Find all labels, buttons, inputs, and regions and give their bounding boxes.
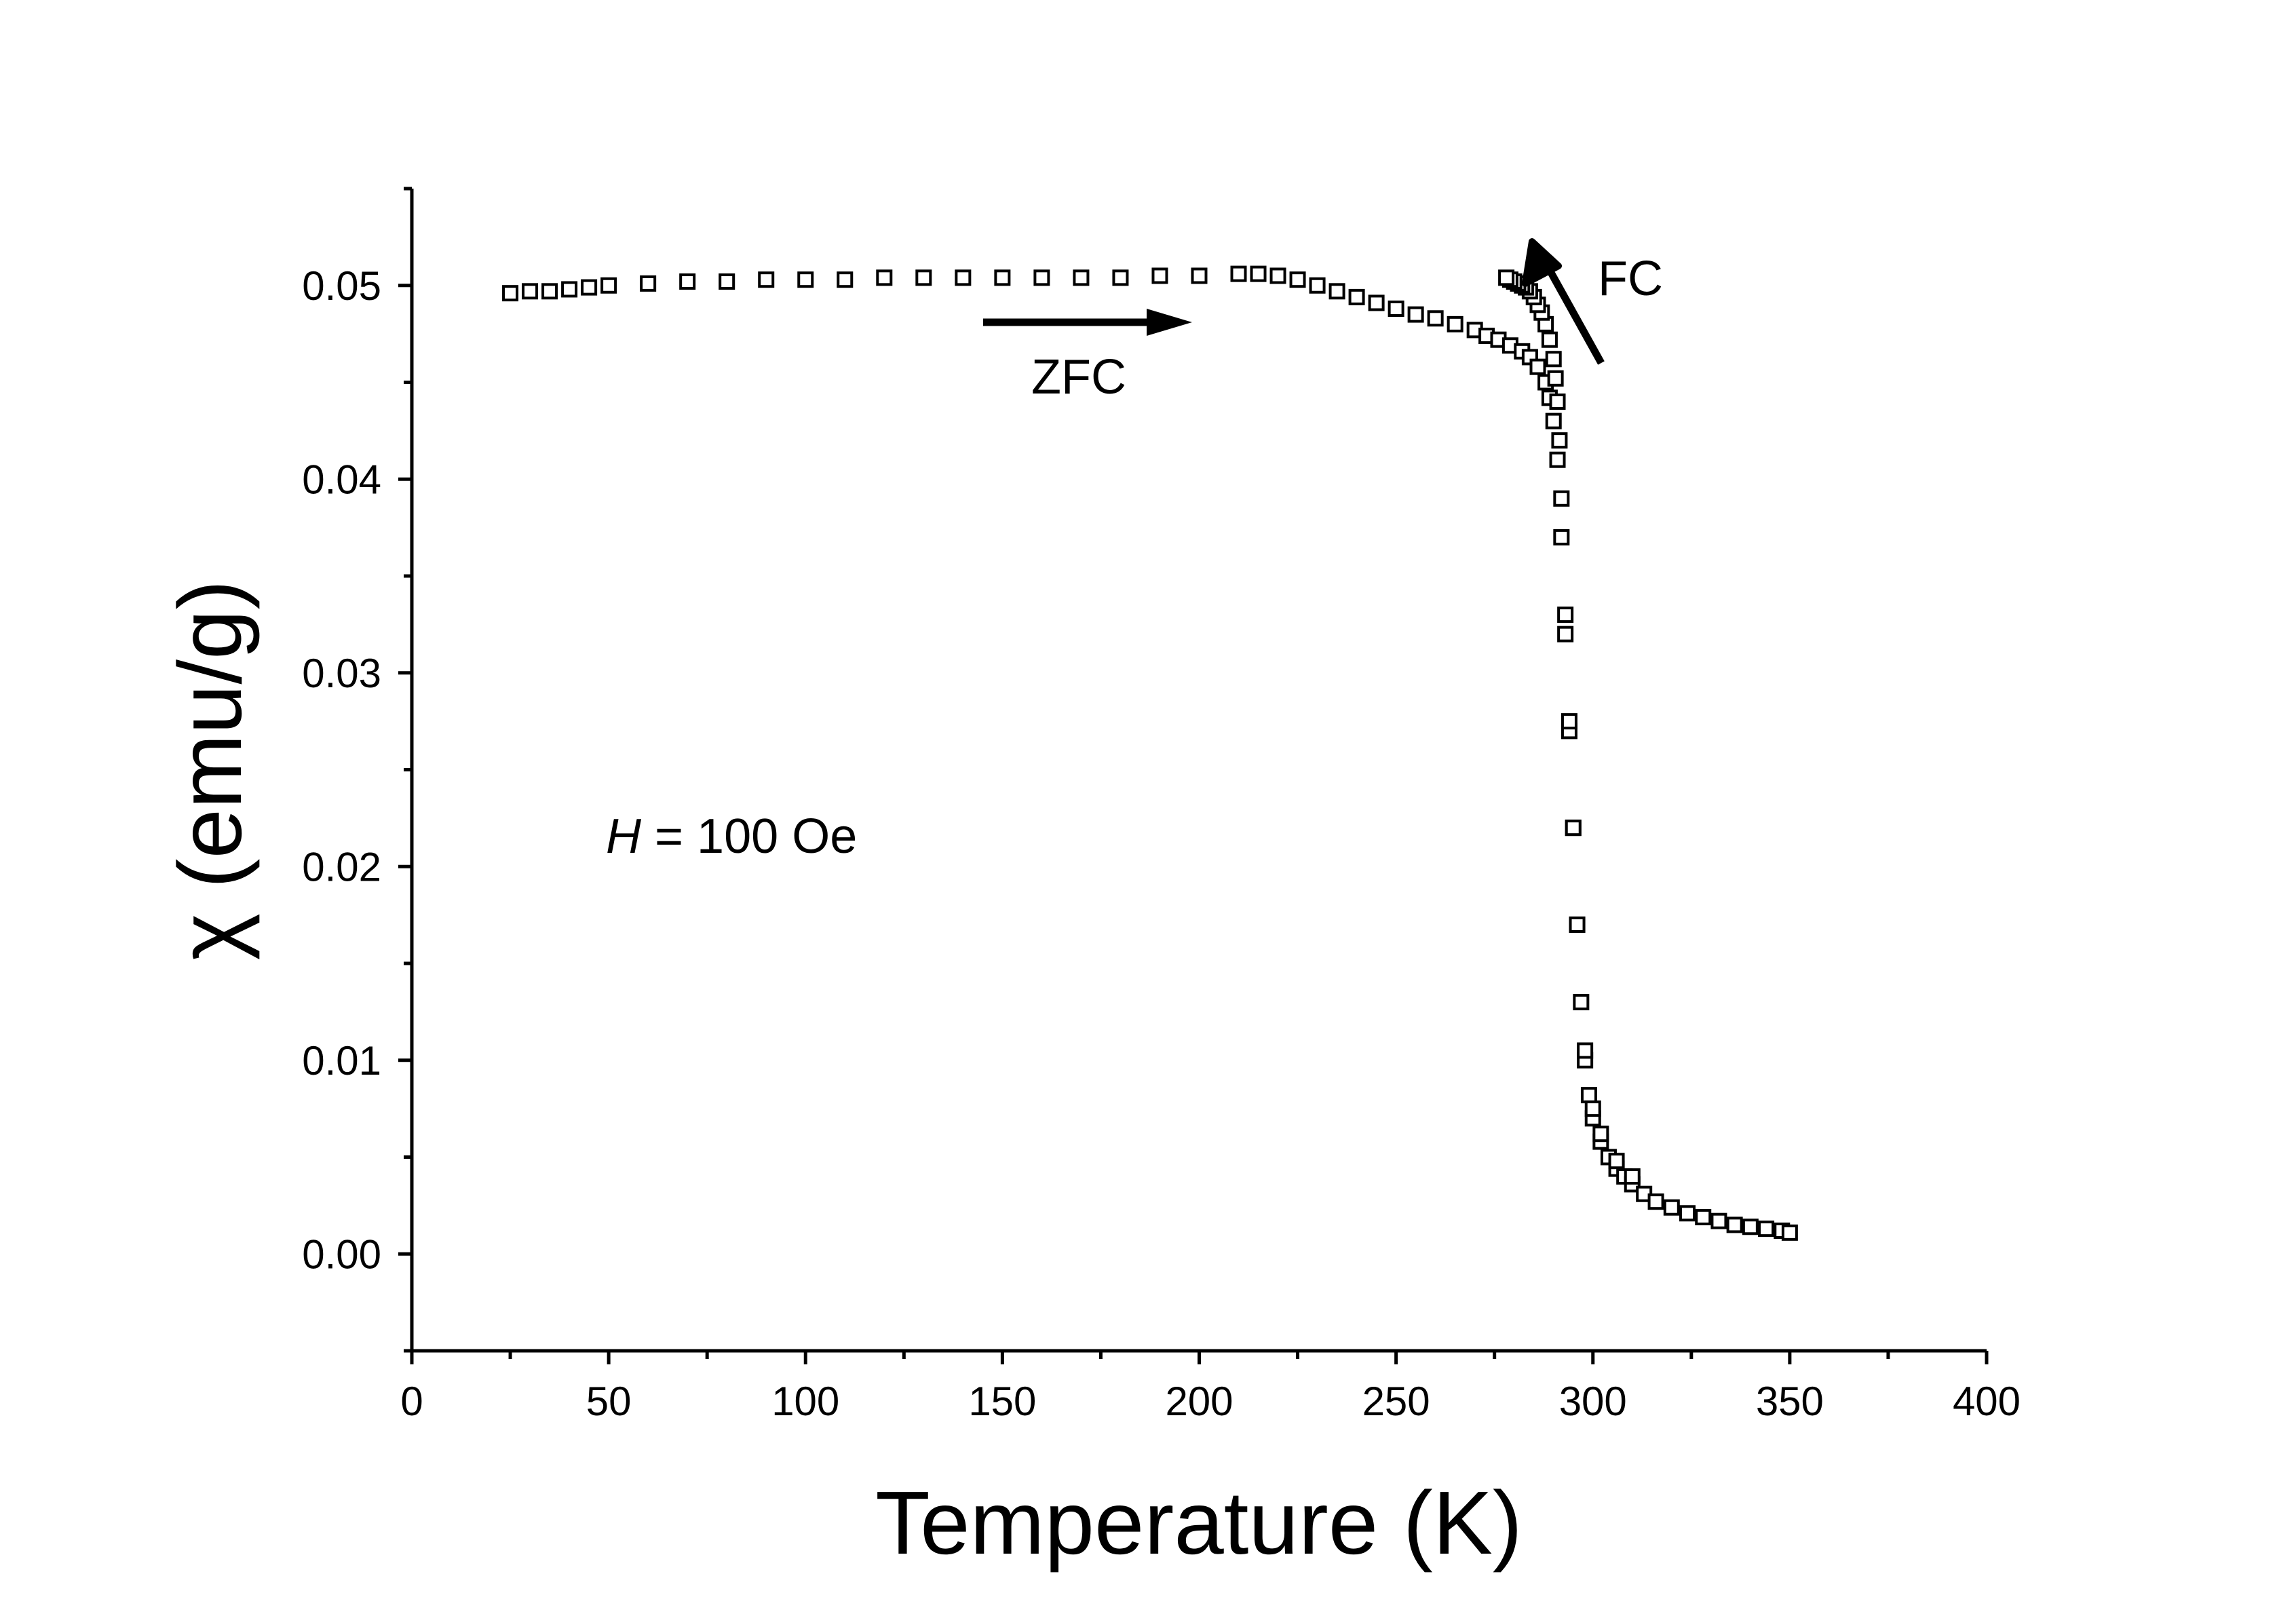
data-point	[502, 285, 519, 302]
fc-label: FC	[1598, 252, 1663, 306]
data-point	[581, 279, 598, 296]
data-point	[1289, 271, 1306, 288]
data-point	[1663, 1199, 1680, 1216]
x-tick-label: 200	[1165, 1379, 1233, 1424]
y-tick-label: 0.00	[302, 1231, 381, 1277]
data-point	[1577, 1042, 1594, 1059]
data-point	[1230, 265, 1247, 282]
x-tick-label: 300	[1559, 1379, 1627, 1424]
series-fc	[1498, 269, 1641, 1185]
data-point	[1407, 306, 1424, 323]
data-point	[679, 273, 696, 290]
data-point	[1557, 607, 1574, 623]
series-zfc	[502, 265, 1798, 1241]
y-axis-title: χ (emu/g)	[160, 580, 260, 961]
x-tick-label: 50	[586, 1379, 632, 1424]
data-point	[1328, 283, 1345, 300]
data-point	[1551, 432, 1568, 449]
ticks	[398, 187, 1989, 1364]
data-point	[1033, 269, 1050, 286]
data-point	[1553, 490, 1570, 507]
data-point	[1427, 310, 1444, 327]
data-point	[994, 269, 1011, 286]
x-tick-label: 400	[1953, 1379, 2021, 1424]
y-tick-label: 0.05	[302, 263, 381, 309]
data-point	[1679, 1205, 1696, 1222]
x-tick-label: 150	[968, 1379, 1036, 1424]
y-tick-label: 0.03	[302, 651, 381, 696]
data-point	[1545, 351, 1562, 368]
fc-arrow	[1547, 269, 1605, 365]
data-point	[1549, 394, 1566, 410]
data-point	[561, 281, 578, 298]
data-point	[1309, 277, 1326, 294]
data-point	[1726, 1216, 1743, 1233]
data-point	[797, 271, 814, 288]
data-point	[1388, 301, 1404, 318]
data-point	[1569, 916, 1586, 933]
data-point	[1547, 370, 1564, 387]
x-tick-label: 250	[1362, 1379, 1430, 1424]
y-tick-label: 0.02	[302, 844, 381, 889]
field-symbol: H	[606, 809, 642, 864]
data-point	[758, 271, 775, 288]
x-tick-label: 0	[400, 1379, 423, 1424]
data-point	[719, 273, 735, 290]
data-point	[541, 283, 558, 300]
data-point	[1348, 288, 1365, 305]
data-point	[1592, 1126, 1609, 1143]
data-point	[1498, 269, 1515, 286]
data-point	[1529, 358, 1546, 375]
data-point	[640, 275, 657, 292]
data-point	[1368, 294, 1385, 311]
data-point	[1573, 994, 1590, 1011]
fc-arrow-head	[1522, 238, 1562, 287]
data-point	[1710, 1212, 1727, 1229]
data-point	[1758, 1221, 1775, 1237]
data-point	[955, 269, 972, 286]
data-point	[1073, 269, 1090, 286]
data-point	[837, 271, 854, 288]
field-annotation: H = 100 Oe	[606, 809, 857, 864]
x-axis-title: Temperature (K)	[875, 1473, 1523, 1573]
data-point	[1151, 267, 1168, 284]
data-point	[1584, 1100, 1601, 1117]
data-point	[1624, 1168, 1641, 1185]
x-tick-label: 350	[1756, 1379, 1824, 1424]
data-point	[1580, 1087, 1597, 1104]
data-point	[1565, 820, 1582, 837]
data-point	[1557, 626, 1574, 642]
data-point	[1553, 529, 1570, 545]
data-point	[1742, 1218, 1759, 1235]
zfc-label: ZFC	[1031, 350, 1126, 404]
data-point	[1695, 1209, 1712, 1226]
field-value: = 100 Oe	[641, 809, 857, 864]
data-point	[1781, 1224, 1798, 1241]
data-point	[1545, 412, 1562, 429]
y-tick-label: 0.04	[302, 457, 381, 502]
data-point	[1112, 269, 1129, 286]
data-point	[1549, 451, 1566, 468]
data-point	[1191, 267, 1208, 284]
data-markers	[502, 265, 1798, 1241]
data-point	[600, 277, 617, 294]
data-point	[1608, 1153, 1625, 1170]
y-tick-label: 0.01	[302, 1038, 381, 1083]
data-point	[1541, 331, 1558, 348]
tick-labels: 0 50 100 150 200 250 300 350 400 0.00 0.…	[302, 263, 2021, 1424]
data-point	[1561, 713, 1577, 730]
data-point	[522, 283, 539, 300]
data-point	[876, 269, 893, 286]
data-point	[1269, 267, 1286, 284]
x-tick-label: 100	[771, 1379, 839, 1424]
data-point	[915, 269, 932, 286]
data-point	[1647, 1193, 1664, 1210]
data-point	[1447, 315, 1463, 332]
zfc-arrow-head	[1147, 309, 1192, 336]
data-point	[1250, 265, 1267, 282]
